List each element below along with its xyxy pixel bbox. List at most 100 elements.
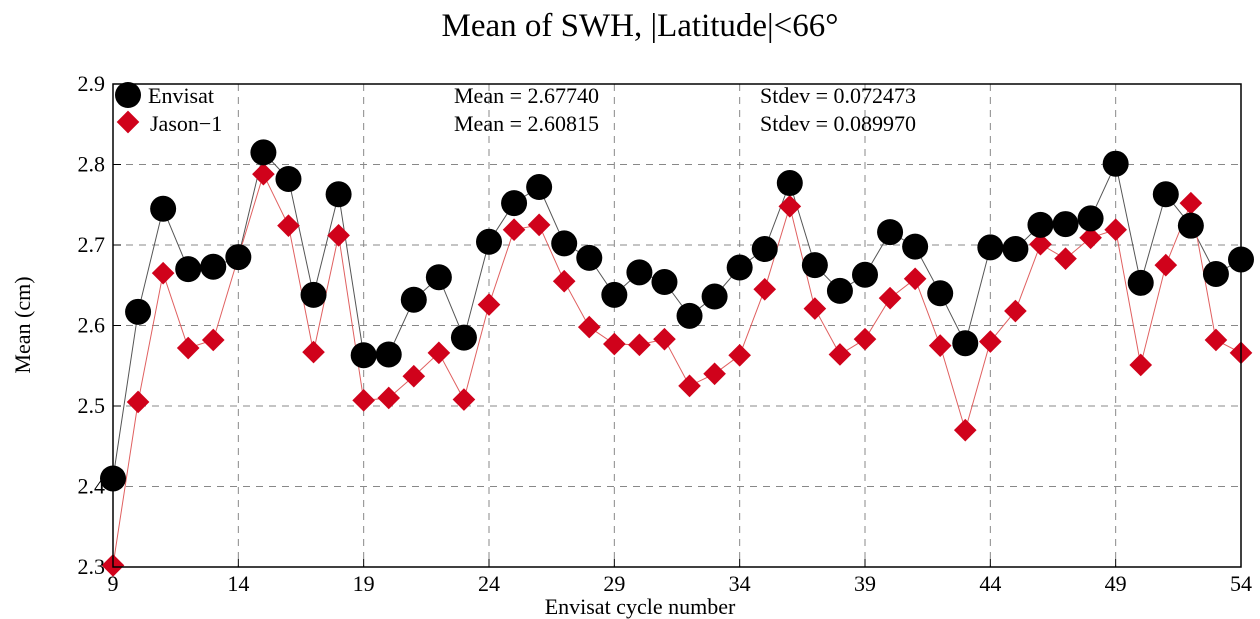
jason-point <box>1054 247 1077 270</box>
envisat-point <box>701 283 728 310</box>
envisat-point <box>325 181 352 208</box>
envisat-point <box>977 234 1004 261</box>
envisat-point <box>626 259 653 286</box>
x-tick-label: 49 <box>1105 571 1127 596</box>
envisat-point <box>1102 150 1129 177</box>
jason-point <box>603 332 626 356</box>
envisat-point <box>676 302 703 329</box>
jason-point <box>302 340 325 364</box>
envisat-point <box>300 281 327 308</box>
jason-point <box>628 333 651 357</box>
jason-point <box>1154 253 1178 277</box>
jason-point <box>828 343 852 366</box>
x-tick-label: 9 <box>108 571 119 596</box>
jason-point <box>527 213 551 237</box>
legend-marker-jason <box>116 110 140 134</box>
envisat-point <box>1152 181 1179 208</box>
x-tick-label: 14 <box>227 571 249 596</box>
jason-point <box>753 277 777 301</box>
x-tick-label: 29 <box>603 571 625 596</box>
envisat-point <box>526 174 553 201</box>
envisat-point <box>952 330 979 357</box>
jason-point <box>477 293 501 316</box>
y-tick-label: 2.8 <box>78 152 106 177</box>
x-tick-label: 34 <box>729 571 751 596</box>
y-axis-label: Mean (cm) <box>10 276 35 373</box>
jason-point <box>1179 191 1203 215</box>
jason-point <box>728 343 751 367</box>
envisat-point <box>852 261 878 288</box>
jason-point <box>853 327 877 351</box>
jason-point <box>1004 299 1027 323</box>
envisat-point <box>425 264 452 291</box>
envisat-point <box>1027 211 1054 238</box>
legend: Envisat Jason−1 <box>115 82 222 136</box>
y-tick-label: 2.3 <box>78 554 106 579</box>
y-tick-label: 2.6 <box>78 313 106 338</box>
jason-point <box>552 269 576 293</box>
x-tick-label: 39 <box>854 571 876 596</box>
y-axis-ticks: 2.3 2.4 2.5 2.6 2.7 2.8 2.9 <box>78 71 121 579</box>
x-tick-label: 54 <box>1230 571 1252 596</box>
envisat-point <box>576 244 603 271</box>
envisat-point <box>1127 269 1154 296</box>
x-tick-label: 44 <box>979 571 1001 596</box>
envisat-point <box>801 252 828 279</box>
jason-mean-annotation: Mean = 2.60815 <box>454 111 599 136</box>
envisat-point <box>1077 205 1104 232</box>
chart-title: Mean of SWH, |Latitude|<66° <box>442 8 839 44</box>
jason-point <box>878 286 902 310</box>
envisat-point <box>1177 212 1204 239</box>
x-axis-ticks: 9 14 19 24 29 34 39 44 49 54 <box>108 559 1252 596</box>
envisat-point <box>601 281 628 308</box>
x-tick-label: 19 <box>353 571 375 596</box>
jason-point <box>803 297 827 320</box>
jason-point <box>176 336 200 360</box>
jason-point <box>953 418 977 442</box>
jason-point <box>577 315 601 339</box>
envisat-point <box>776 170 803 197</box>
jason-point <box>979 330 1002 353</box>
envisat-point <box>751 236 778 263</box>
jason-point <box>452 388 476 411</box>
envisat-point <box>450 324 477 351</box>
jason-point <box>151 261 175 285</box>
envisat-point <box>476 228 502 255</box>
envisat-point <box>1052 211 1079 238</box>
envisat-point <box>375 341 402 368</box>
envisat-point <box>350 342 377 369</box>
jason-point <box>653 327 676 351</box>
y-tick-label: 2.4 <box>78 474 106 499</box>
jason-point <box>678 374 701 398</box>
y-tick-label: 2.9 <box>78 71 106 96</box>
jason-point <box>928 334 952 357</box>
envisat-point <box>1202 260 1229 287</box>
jason-point <box>903 267 927 291</box>
envisat-point <box>200 253 227 280</box>
legend-marker-envisat <box>115 82 141 108</box>
legend-label-jason: Jason−1 <box>150 111 222 136</box>
jason-point <box>1129 353 1153 377</box>
jason-point <box>201 328 225 352</box>
jason-point <box>126 390 150 414</box>
jason-point <box>778 195 802 218</box>
jason-stdev-annotation: Stdev = 0.089970 <box>760 111 916 136</box>
envisat-point <box>877 219 904 246</box>
envisat-point <box>175 256 202 283</box>
envisat-point <box>826 277 853 304</box>
jason-point <box>502 218 526 242</box>
jason-point <box>703 362 726 386</box>
envisat-point <box>1002 236 1029 263</box>
jason-point <box>377 386 401 410</box>
envisat-stdev-annotation: Stdev = 0.072473 <box>760 83 916 108</box>
data-markers <box>100 139 1254 577</box>
jason-point <box>352 389 375 412</box>
envisat-point <box>150 195 177 222</box>
legend-label-envisat: Envisat <box>148 83 214 108</box>
envisat-point <box>902 233 929 260</box>
grid-lines <box>113 84 1241 567</box>
y-tick-label: 2.5 <box>78 393 106 418</box>
jason-point <box>427 341 451 365</box>
envisat-point <box>125 298 152 325</box>
